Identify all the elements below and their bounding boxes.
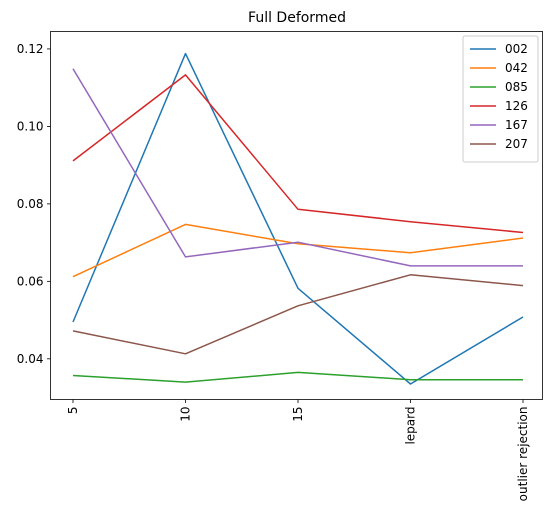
legend-label: 126 [505,99,528,113]
legend-label: 002 [505,42,528,56]
y-tick-label: 0.06 [17,274,44,288]
x-tick-label: 5 [66,407,80,415]
series-line-002 [72,52,524,385]
series-line-042 [72,223,524,278]
y-tick-label: 0.12 [17,42,44,56]
x-tick-label: 15 [291,407,305,422]
y-tick-label: 0.10 [17,119,44,133]
legend-label: 042 [505,61,528,75]
legend-label: 207 [505,137,528,151]
legend-label: 167 [505,118,528,132]
x-tick-label: lepard [404,407,418,445]
y-tick-label: 0.04 [17,352,44,366]
legend-label: 085 [505,80,528,94]
x-tick-label: 10 [179,407,193,422]
x-tick-label: outlier rejection [516,407,530,502]
series-line-126 [72,74,524,234]
series-line-207 [72,274,524,355]
series-lines [72,52,524,385]
x-axis: 5 10 15 lepard outlier rejection [66,399,530,502]
y-tick-label: 0.08 [17,197,44,211]
series-line-085 [72,371,523,383]
series-line-167 [72,68,523,267]
y-axis: 0.04 0.06 0.08 0.10 0.12 [17,42,51,366]
plot-area-frame [50,31,543,400]
legend: 002 042 085 126 167 207 [462,35,539,163]
chart-title: Full Deformed [248,10,346,26]
